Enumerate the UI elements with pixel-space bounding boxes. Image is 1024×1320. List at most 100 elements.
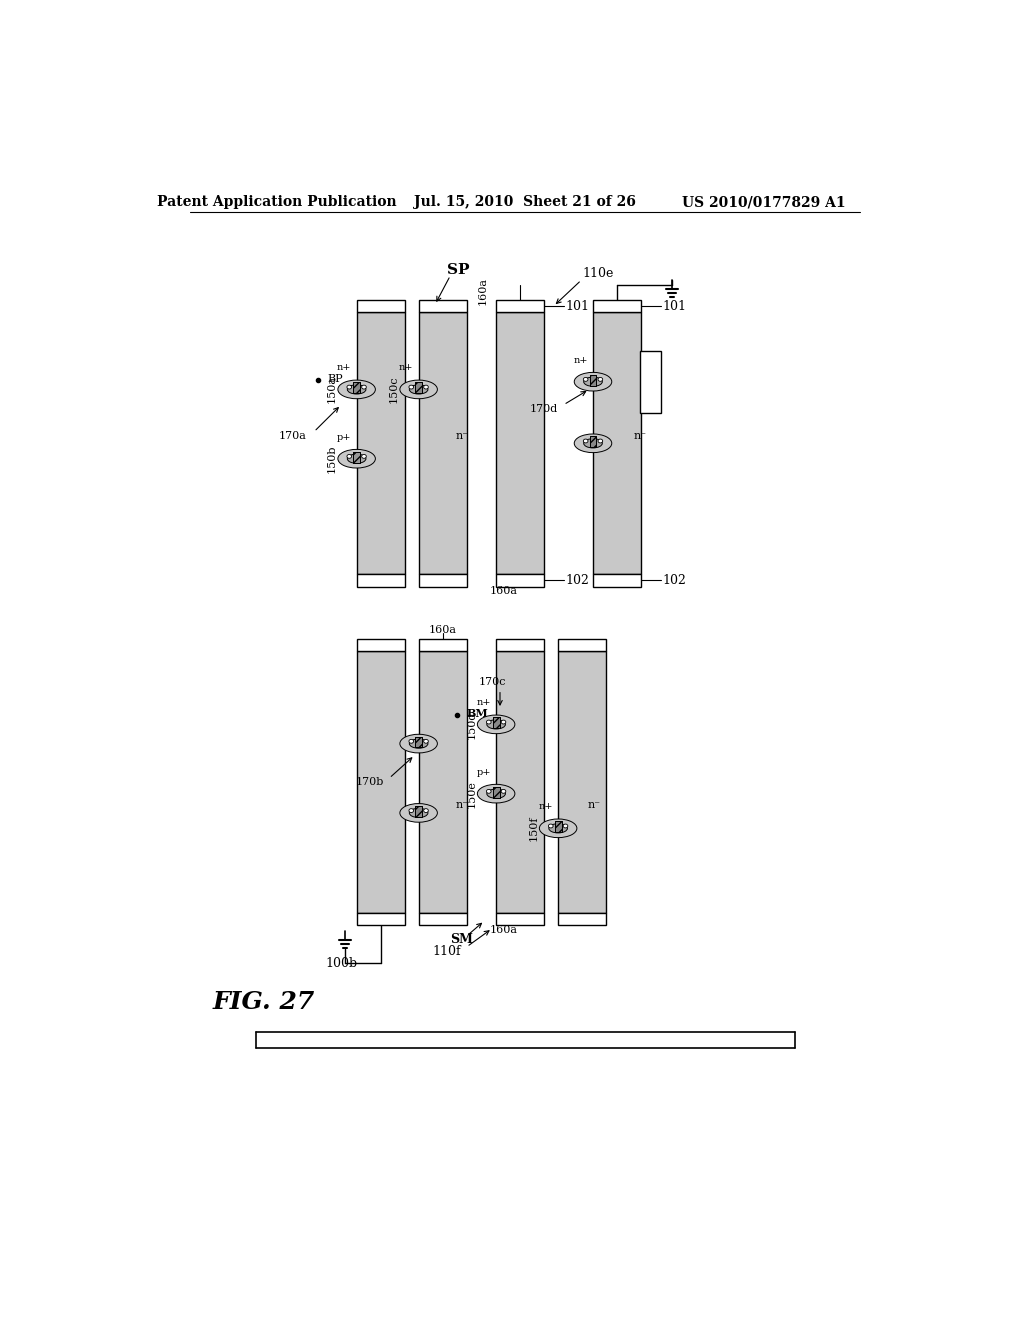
Ellipse shape [540,818,577,838]
Ellipse shape [338,380,376,399]
Text: n: n [419,387,425,396]
Ellipse shape [574,372,611,391]
Bar [590,437,597,447]
Bar [419,639,467,651]
Bar [640,351,662,413]
Bar [356,913,404,925]
Bar [419,913,467,925]
Bar [496,913,544,925]
Bar [353,383,360,393]
Ellipse shape [347,454,351,458]
Ellipse shape [486,721,492,723]
Ellipse shape [584,440,588,444]
Text: 170a: 170a [279,430,306,441]
Text: n+: n+ [337,363,351,372]
Text: SP: SP [446,263,469,277]
Text: US 2010/0177829 A1: US 2010/0177829 A1 [682,195,846,210]
Ellipse shape [584,378,602,387]
Ellipse shape [410,385,428,395]
Bar [590,375,597,385]
Text: n⁻: n⁻ [456,800,469,810]
Bar [419,574,467,586]
Bar [496,300,544,313]
Ellipse shape [486,789,506,799]
Text: FIG. 27: FIG. 27 [213,990,314,1014]
Text: n⁻: n⁻ [587,800,600,810]
Bar [558,639,606,651]
Bar [356,574,404,586]
Text: p+: p+ [476,768,490,776]
Bar [415,383,422,393]
Bar [496,313,544,574]
Text: 170d: 170d [529,404,558,413]
Bar [593,574,641,586]
Text: n+: n+ [399,363,414,372]
Text: 150b: 150b [327,445,337,473]
Text: 160a: 160a [489,586,518,597]
Ellipse shape [399,804,437,822]
Ellipse shape [361,385,367,389]
Bar [555,821,561,832]
Bar [415,807,422,817]
Bar [493,718,500,729]
Ellipse shape [598,378,603,381]
Ellipse shape [347,454,366,463]
Text: 100b: 100b [325,957,357,970]
Ellipse shape [477,715,515,734]
Ellipse shape [347,385,351,389]
Text: p+: p+ [337,433,351,442]
Text: 110e: 110e [583,268,614,280]
Ellipse shape [409,385,414,389]
Bar [415,737,422,747]
Ellipse shape [338,449,376,469]
Text: 170c: 170c [478,677,506,686]
Bar [493,787,500,797]
Bar [415,383,422,393]
Ellipse shape [347,385,366,395]
Bar [493,787,500,797]
Text: 150f: 150f [528,816,539,841]
Ellipse shape [361,454,367,458]
Ellipse shape [410,739,428,748]
Ellipse shape [486,789,492,793]
Text: n+: n+ [539,803,553,812]
Bar [558,913,606,925]
Bar [496,574,544,586]
Text: n⁻: n⁻ [634,430,647,441]
Bar [496,639,544,651]
Bar [593,300,641,313]
Bar [356,300,404,313]
Text: n: n [593,379,599,388]
Ellipse shape [399,380,437,399]
Text: n+: n+ [476,698,490,708]
Bar [593,313,641,574]
Text: 101: 101 [566,300,590,313]
Bar [590,375,597,385]
Text: 160a: 160a [489,925,518,935]
Text: SM: SM [450,933,473,946]
Bar [353,383,360,393]
Ellipse shape [424,739,428,743]
Text: n: n [356,387,362,396]
Ellipse shape [424,809,428,813]
Bar [493,718,500,729]
Text: 101: 101 [663,300,687,313]
Bar [555,821,561,832]
Text: 102: 102 [566,574,590,587]
Ellipse shape [584,438,602,447]
Text: n⁻: n⁻ [456,430,469,441]
Bar [356,651,404,913]
Text: n: n [496,722,503,730]
Bar [419,300,467,313]
Bar [558,651,606,913]
Bar [415,807,422,817]
Bar [415,737,422,747]
Ellipse shape [409,739,414,743]
Text: BM: BM [467,708,488,719]
Text: Patent Application Publication: Patent Application Publication [157,195,396,210]
Text: n+: n+ [573,355,588,364]
Ellipse shape [424,385,428,389]
Ellipse shape [477,784,515,803]
Text: n: n [558,825,564,834]
Text: p: p [356,455,362,465]
